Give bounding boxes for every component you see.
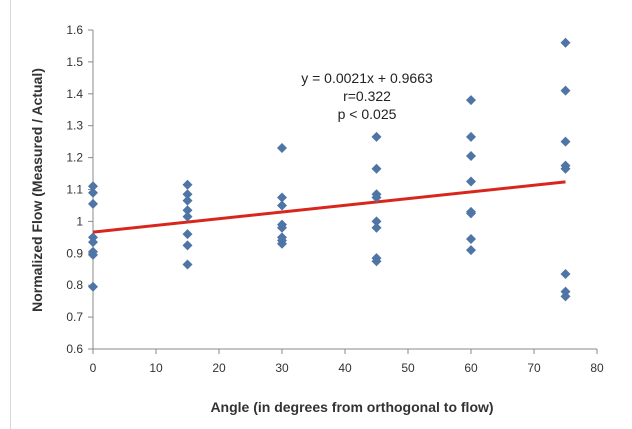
x-tick-label: 20: [212, 361, 226, 375]
equation-annotation: y = 0.0021x + 0.9663: [301, 70, 433, 86]
y-tick-label: 1.3: [66, 119, 83, 133]
data-point: [88, 181, 98, 192]
data-point: [277, 200, 287, 211]
data-point: [88, 198, 98, 209]
data-point: [560, 136, 571, 147]
x-tick-label: 50: [401, 361, 415, 375]
data-point: [277, 222, 287, 233]
data-point: [88, 237, 98, 248]
data-point: [88, 187, 98, 198]
data-point: [466, 245, 476, 256]
y-tick-label: 1.1: [66, 183, 83, 197]
data-point: [182, 211, 193, 222]
data-point: [88, 281, 98, 292]
x-tick-label: 30: [275, 361, 289, 375]
x-tick-label: 40: [338, 361, 352, 375]
data-point: [277, 192, 287, 203]
data-point: [560, 291, 571, 302]
y-tick-label: 1: [76, 214, 83, 228]
y-axis-label: Normalized Flow (Measured / Actual): [29, 68, 45, 312]
data-point: [560, 37, 571, 48]
y-tick-label: 1.6: [66, 23, 83, 37]
x-tick-label: 0: [90, 361, 97, 375]
y-tick-label: 0.6: [66, 342, 83, 356]
data-point: [182, 195, 193, 206]
data-point: [371, 256, 382, 267]
data-point: [466, 208, 476, 219]
data-points: [88, 37, 571, 302]
x-tick-label: 80: [590, 361, 604, 375]
data-point: [371, 131, 382, 142]
x-tick-label: 60: [464, 361, 478, 375]
data-point: [466, 95, 476, 106]
x-tick-label: 10: [149, 361, 163, 375]
left-border-line: [10, 0, 11, 429]
data-point: [277, 238, 287, 249]
p-annotation: p < 0.025: [338, 106, 397, 122]
data-point: [182, 205, 193, 216]
trendline: [92, 180, 566, 234]
data-point: [182, 229, 193, 240]
x-axis-label: Angle (in degrees from orthogonal to flo…: [210, 399, 493, 415]
x-axis-ticks: 0 10 20 30 40 50 60 70 80: [90, 349, 604, 375]
data-point: [277, 143, 287, 154]
y-tick-label: 1.5: [66, 55, 83, 69]
data-point: [560, 85, 571, 96]
x-tick-label: 70: [527, 361, 541, 375]
data-point: [371, 192, 382, 203]
data-point: [182, 240, 193, 251]
data-point: [560, 163, 571, 174]
y-tick-label: 0.8: [66, 278, 83, 292]
data-point: [371, 222, 382, 233]
data-point: [182, 259, 193, 270]
data-point: [182, 179, 193, 190]
data-point: [88, 249, 98, 260]
data-point: [182, 189, 193, 200]
r-annotation: r=0.322: [343, 88, 391, 104]
y-tick-label: 0.9: [66, 246, 83, 260]
data-point: [466, 131, 476, 142]
y-tick-label: 1.4: [66, 87, 83, 101]
data-point: [466, 233, 476, 244]
y-axis-ticks: 0.6 0.7 0.8 0.9 1 1.1 1.2 1.3 1.4 1.5 1.6: [66, 23, 93, 356]
data-point: [371, 216, 382, 227]
data-point: [466, 151, 476, 162]
y-tick-label: 1.2: [66, 151, 83, 165]
data-point: [466, 176, 476, 187]
data-point: [371, 163, 382, 174]
y-tick-label: 0.7: [66, 310, 83, 324]
data-point: [560, 269, 571, 280]
